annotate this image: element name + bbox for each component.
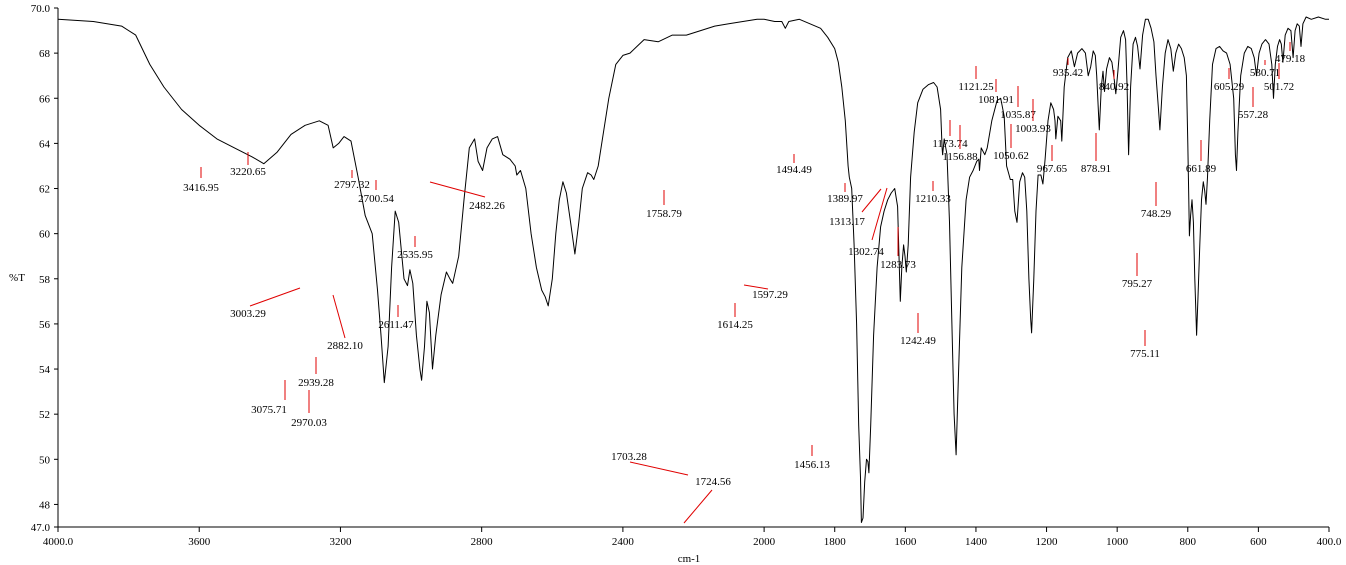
x-tick-label: 3600 (188, 536, 211, 548)
peak-label: 2535.95 (397, 249, 433, 261)
peak-label: 1456.13 (794, 459, 830, 471)
peak-label: 1283.73 (880, 259, 916, 271)
y-tick-label: 58 (39, 274, 51, 286)
peak-label: 1389.97 (827, 193, 863, 205)
y-tick-label: 62 (39, 184, 50, 196)
x-tick-label: 2000 (753, 536, 776, 548)
peak-label: 3416.95 (183, 182, 219, 194)
peak-label: 2970.03 (291, 417, 327, 429)
y-tick-label: 60 (39, 229, 51, 241)
peak-label: 661.89 (1186, 163, 1217, 175)
peak-label: 1210.33 (915, 193, 951, 205)
peak-label: 2882.10 (327, 340, 363, 352)
peak-label: 479.18 (1275, 53, 1306, 65)
x-axis-title: cm-1 (678, 553, 701, 565)
peak-label: 1081.91 (978, 94, 1014, 106)
peak-label: 748.29 (1141, 208, 1172, 220)
x-tick-label: 1400 (965, 536, 988, 548)
peak-label: 1050.62 (993, 150, 1029, 162)
x-tick-label: 1800 (824, 536, 847, 548)
peak-marker (249, 287, 301, 307)
x-tick-label: 800 (1180, 536, 1197, 548)
peak-label: 2939.28 (298, 377, 334, 389)
y-tick-label: 48 (39, 499, 51, 511)
peak-label: 3003.29 (230, 308, 266, 320)
x-tick-label: 1600 (894, 536, 917, 548)
x-tick-label: 1000 (1106, 536, 1129, 548)
peak-label: 3075.71 (251, 404, 287, 416)
peak-label: 1003.93 (1015, 123, 1051, 135)
x-tick-label: 3200 (329, 536, 352, 548)
x-tick-label: 2400 (612, 536, 635, 548)
peak-marker (683, 489, 713, 524)
y-tick-label: 68 (39, 48, 51, 60)
peak-label: 1035.87 (1000, 109, 1036, 121)
peak-label: 1758.79 (646, 208, 682, 220)
x-tick-label: 600 (1250, 536, 1267, 548)
y-tick-label: 54 (39, 364, 51, 376)
y-tick-label: 47.0 (31, 522, 51, 534)
y-tick-label: 70.0 (31, 3, 51, 15)
peak-label: 1494.49 (776, 164, 812, 176)
peak-label: 3220.65 (230, 166, 266, 178)
peak-label: 1614.25 (717, 319, 753, 331)
y-tick-label: 64 (39, 138, 51, 150)
peak-label: 775.11 (1130, 348, 1160, 360)
peak-label: 2797.32 (334, 179, 370, 191)
peak-label: 1173.74 (932, 138, 968, 150)
peak-label: 605.29 (1214, 81, 1245, 93)
peak-label: 935.42 (1053, 67, 1083, 79)
peak-label: 1597.29 (752, 289, 788, 301)
x-tick-label: 1200 (1036, 536, 1059, 548)
peak-label: 2700.54 (358, 193, 394, 205)
peak-label: 1242.49 (900, 335, 936, 347)
y-tick-label: 50 (39, 454, 51, 466)
peak-marker (332, 294, 346, 339)
peak-label: 501.72 (1264, 81, 1294, 93)
x-tick-label: 2800 (471, 536, 494, 548)
y-tick-label: 66 (39, 93, 51, 105)
peak-label: 2611.47 (378, 319, 414, 331)
y-axis-title: %T (9, 272, 25, 284)
peak-label: 1313.17 (829, 216, 865, 228)
y-tick-label: 52 (39, 409, 50, 421)
peak-label: 1156.88 (942, 151, 978, 163)
peak-label: 1302.74 (848, 246, 884, 258)
peak-label: 840.92 (1099, 81, 1129, 93)
peak-marker (743, 284, 769, 290)
y-tick-label: 56 (39, 319, 51, 331)
spectrum-line (57, 16, 1329, 523)
peak-label: 1703.28 (611, 451, 647, 463)
peak-marker (871, 187, 888, 241)
peak-label: 530.71 (1250, 67, 1280, 79)
x-tick-label: 400.0 (1317, 536, 1342, 548)
peak-label: 1724.56 (695, 476, 731, 488)
peak-label: 878.91 (1081, 163, 1111, 175)
peak-marker (861, 188, 882, 213)
peak-marker (429, 181, 486, 198)
peak-label: 1121.25 (958, 81, 994, 93)
peak-label: 557.28 (1238, 109, 1269, 121)
peak-marker (629, 461, 689, 476)
x-tick-label: 4000.0 (43, 536, 74, 548)
peak-label: 967.65 (1037, 163, 1068, 175)
peak-label: 2482.26 (469, 200, 505, 212)
peak-label: 795.27 (1122, 278, 1153, 290)
